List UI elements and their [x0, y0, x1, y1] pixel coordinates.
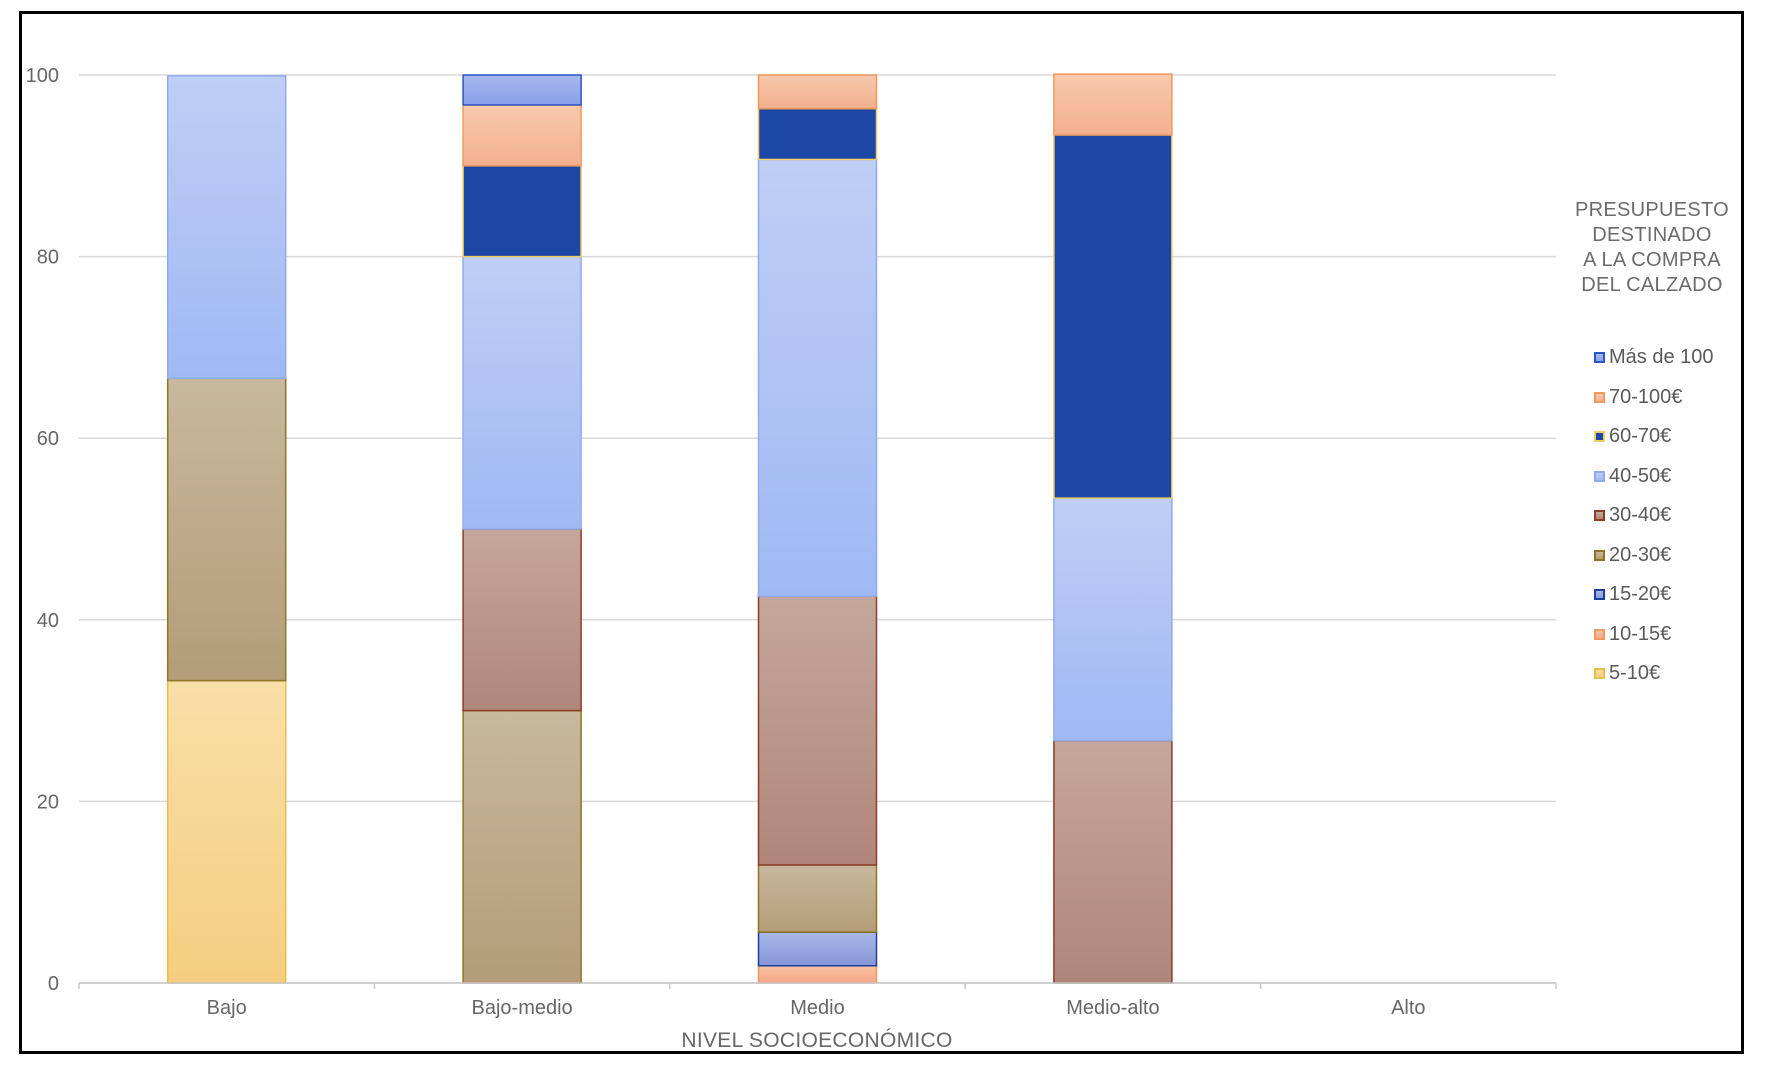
- legend-item: Más de 100: [1594, 338, 1752, 378]
- legend-item: 20-30€: [1594, 536, 1752, 576]
- legend-items: Más de 100 70-100€ 60-70€ 40-50€ 30-40€ 20-30…: [1594, 338, 1752, 694]
- bar-segment: [462, 255, 582, 530]
- legend-item: 15-20€: [1594, 575, 1752, 615]
- legend-item: 5-10€: [1594, 654, 1752, 694]
- bar-segment: [757, 931, 878, 967]
- x-tick-label: Alto: [1391, 997, 1425, 1019]
- legend-swatch: [1594, 549, 1605, 561]
- bar-segment: [462, 104, 582, 167]
- y-axis-ticks: 0 20 40 60 80 100: [26, 65, 59, 995]
- legend-label: 70-100€: [1609, 385, 1683, 408]
- x-tick-label: Medio-alto: [1066, 997, 1159, 1019]
- legend-swatch: [1594, 470, 1605, 482]
- legend-label: 20-30€: [1609, 543, 1672, 566]
- legend-label: Más de 100: [1609, 346, 1714, 369]
- legend-swatch: [1594, 431, 1605, 443]
- legend-label: 40-50€: [1609, 464, 1672, 487]
- legend-swatch: [1594, 352, 1605, 364]
- legend-label: 15-20€: [1609, 583, 1672, 606]
- bar-segment: [757, 964, 878, 984]
- bar-segment: [166, 377, 287, 682]
- y-tick-label: 60: [37, 428, 59, 450]
- bar-segment: [757, 107, 878, 161]
- chart-frame: [19, 11, 1744, 1054]
- legend-swatch: [1594, 668, 1605, 680]
- legend-item: 60-70€: [1594, 417, 1752, 457]
- legend: PRESUPUESTO DESTINADO A LA COMPRA DEL CA…: [1552, 198, 1752, 694]
- bar-segment: [1053, 497, 1173, 742]
- legend-label: 5-10€: [1609, 662, 1661, 685]
- legend-label: 60-70€: [1609, 425, 1672, 448]
- x-axis-label: NIVEL SOCIOECONÓMICO: [681, 1029, 952, 1052]
- bars: [166, 73, 1173, 984]
- legend-title: PRESUPUESTO DESTINADO A LA COMPRA DEL CA…: [1574, 199, 1730, 296]
- x-tick-label: Bajo: [207, 997, 247, 1019]
- legend-label: 10-15€: [1609, 622, 1672, 645]
- bar-segment: [462, 528, 582, 712]
- bar-segment: [1053, 134, 1173, 499]
- bar-segment: [166, 75, 287, 380]
- legend-swatch: [1594, 589, 1605, 601]
- bar-segment: [1053, 739, 1173, 984]
- bar-segment: [462, 165, 582, 258]
- bar-segment: [462, 74, 582, 106]
- bar-segment: [757, 158, 878, 597]
- bar-segment: [166, 679, 287, 984]
- legend-swatch: [1594, 510, 1605, 522]
- legend-item: 40-50€: [1594, 457, 1752, 497]
- x-tick-label: Bajo-medio: [472, 997, 573, 1019]
- y-tick-label: 0: [48, 973, 59, 995]
- bar-segment: [462, 709, 582, 984]
- bar-segment: [757, 595, 878, 866]
- legend-swatch: [1594, 628, 1605, 640]
- legend-swatch: [1594, 391, 1605, 403]
- y-tick-label: 20: [37, 791, 59, 813]
- y-tick-label: 100: [26, 65, 59, 87]
- bar-segment: [757, 74, 878, 110]
- legend-item: 30-40€: [1594, 496, 1752, 536]
- x-axis: Bajo Bajo-medio Medio Medio-alto Alto: [78, 982, 1557, 1019]
- x-tick-label: Medio: [790, 997, 844, 1019]
- y-tick-label: 40: [37, 610, 59, 632]
- bar-segment: [1053, 73, 1173, 136]
- bar-segment: [757, 864, 878, 933]
- legend-item: 10-15€: [1594, 615, 1752, 655]
- legend-item: 70-100€: [1594, 378, 1752, 418]
- legend-label: 30-40€: [1609, 504, 1672, 527]
- y-tick-label: 80: [37, 247, 59, 269]
